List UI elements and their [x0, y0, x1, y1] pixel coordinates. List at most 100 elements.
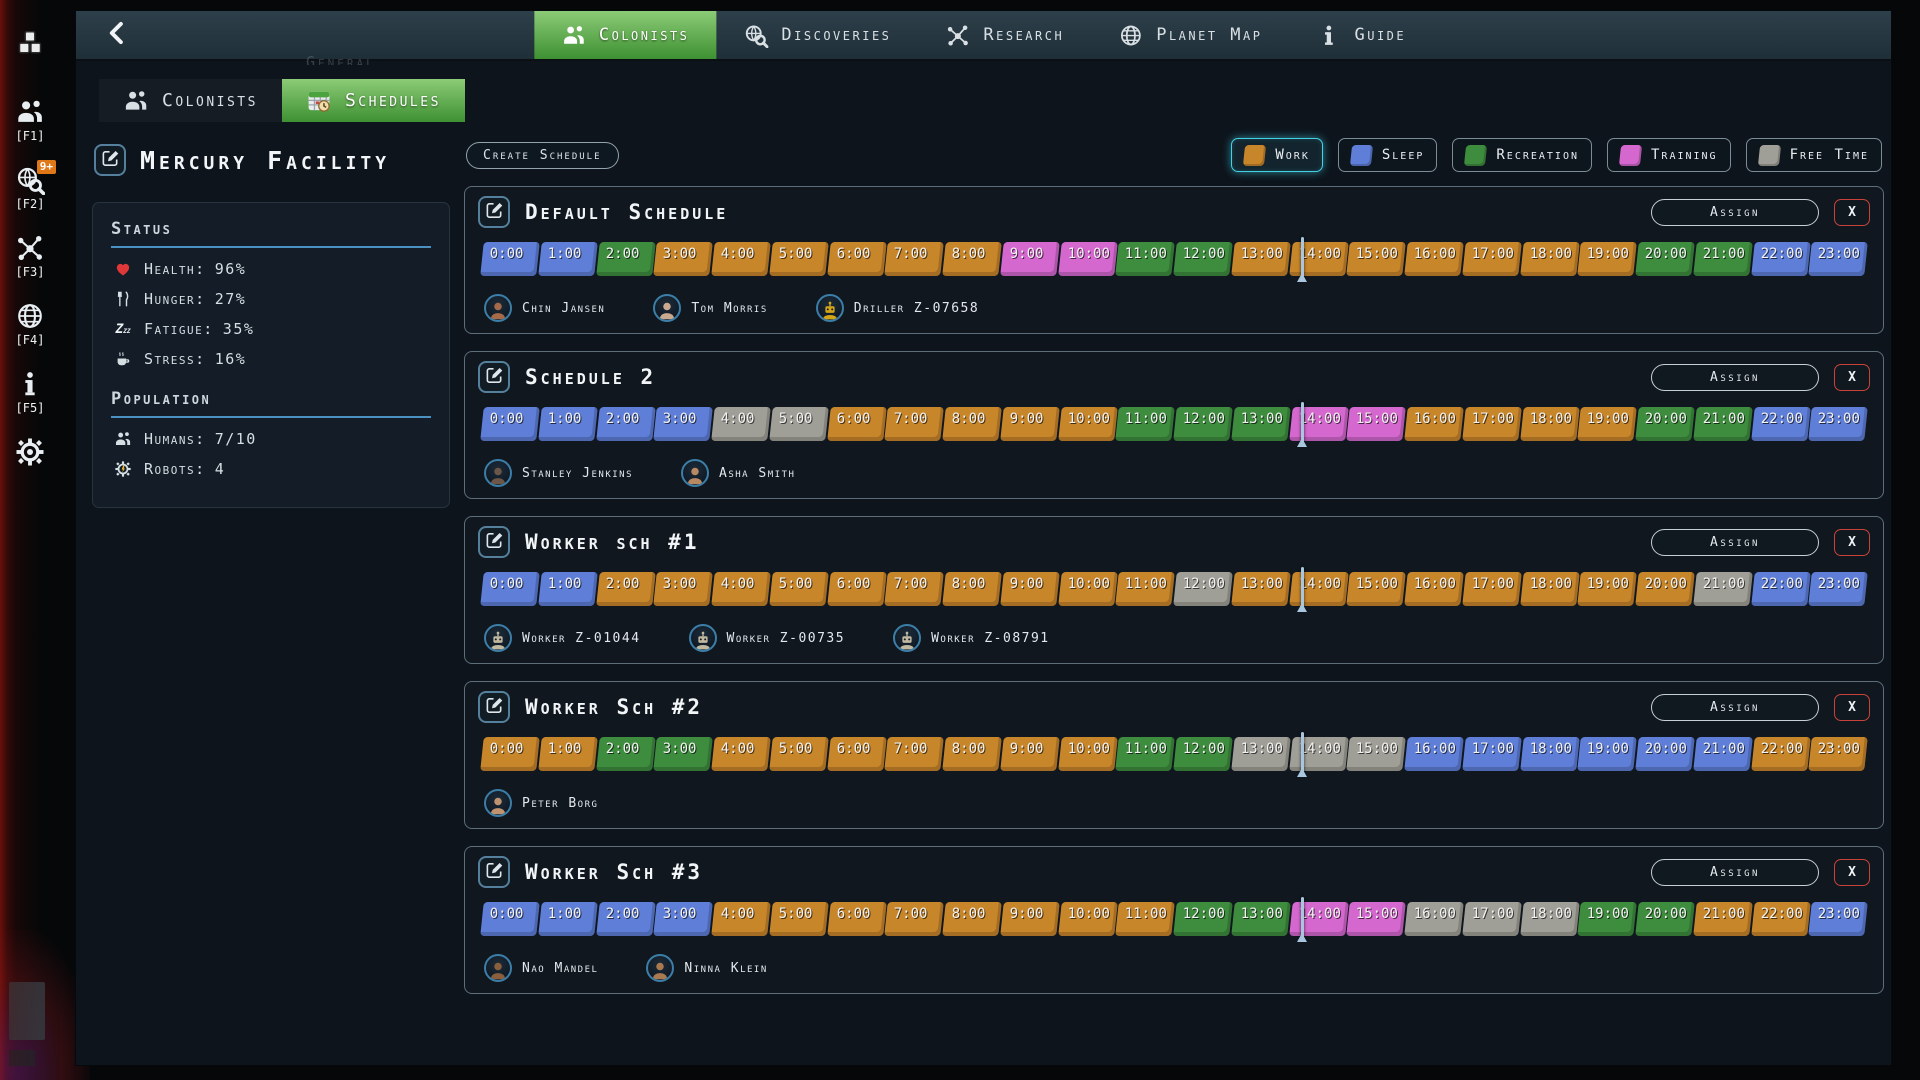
hour-cell-18:00[interactable]: 18:00	[1519, 242, 1580, 276]
delete-schedule-button[interactable]: X	[1834, 858, 1870, 886]
hour-cell-18:00[interactable]: 18:00	[1519, 902, 1580, 936]
hour-cell-15:00[interactable]: 15:00	[1346, 572, 1406, 606]
assign-button[interactable]: Assign	[1651, 693, 1819, 721]
hour-cell-6:00[interactable]: 6:00	[826, 902, 887, 936]
legend-filter-sleep[interactable]: Sleep	[1337, 138, 1438, 172]
hour-cell-20:00[interactable]: 20:00	[1635, 737, 1695, 771]
hour-cell-19:00[interactable]: 19:00	[1577, 737, 1637, 771]
hour-cell-23:00[interactable]: 23:00	[1808, 737, 1868, 771]
hour-cell-4:00[interactable]: 4:00	[711, 572, 771, 606]
hour-cell-4:00[interactable]: 4:00	[711, 242, 771, 276]
hour-cell-9:00[interactable]: 9:00	[999, 737, 1060, 771]
hour-cell-6:00[interactable]: 6:00	[826, 242, 887, 276]
hour-cell-17:00[interactable]: 17:00	[1461, 572, 1522, 606]
colonist-chip[interactable]: Chin Jansen	[484, 294, 605, 322]
hour-cell-1:00[interactable]: 1:00	[537, 902, 598, 936]
hour-cell-6:00[interactable]: 6:00	[826, 737, 887, 771]
hour-cell-3:00[interactable]: 3:00	[653, 407, 713, 441]
top-nav-tab-colonists[interactable]: Colonists	[533, 11, 717, 59]
edit-schedule-button[interactable]	[478, 196, 510, 228]
hour-cell-15:00[interactable]: 15:00	[1346, 737, 1406, 771]
hour-cell-19:00[interactable]: 19:00	[1577, 902, 1637, 936]
toolbar-item[interactable]: [F1]	[14, 96, 46, 143]
hour-cell-2:00[interactable]: 2:00	[595, 572, 656, 606]
hour-cell-0:00[interactable]: 0:00	[480, 242, 540, 276]
colonist-chip[interactable]: Worker Z-08791	[893, 624, 1050, 652]
hour-cell-18:00[interactable]: 18:00	[1519, 407, 1580, 441]
hour-cell-3:00[interactable]: 3:00	[653, 737, 713, 771]
hour-cell-7:00[interactable]: 7:00	[884, 242, 944, 276]
toolbar-item[interactable]	[14, 436, 46, 482]
hour-cell-13:00[interactable]: 13:00	[1230, 902, 1291, 936]
hour-cell-17:00[interactable]: 17:00	[1461, 902, 1522, 936]
toolbar-item[interactable]: [F3]	[14, 232, 46, 279]
hour-cell-23:00[interactable]: 23:00	[1808, 902, 1868, 936]
top-nav-tab-discoveries[interactable]: Discoveries	[716, 11, 918, 59]
hour-cell-9:00[interactable]: 9:00	[999, 407, 1060, 441]
hour-cell-7:00[interactable]: 7:00	[884, 572, 944, 606]
hour-cell-17:00[interactable]: 17:00	[1461, 737, 1522, 771]
hour-cell-7:00[interactable]: 7:00	[884, 902, 944, 936]
hour-cell-16:00[interactable]: 16:00	[1404, 572, 1464, 606]
hour-cell-15:00[interactable]: 15:00	[1346, 242, 1406, 276]
hour-cell-23:00[interactable]: 23:00	[1808, 242, 1868, 276]
hour-cell-13:00[interactable]: 13:00	[1230, 737, 1291, 771]
hour-cell-5:00[interactable]: 5:00	[768, 737, 829, 771]
assign-button[interactable]: Assign	[1651, 858, 1819, 886]
legend-filter-work[interactable]: Work	[1231, 138, 1323, 172]
hour-cell-12:00[interactable]: 12:00	[1173, 407, 1233, 441]
top-nav-tab-research[interactable]: Research	[918, 11, 1091, 59]
hour-cell-2:00[interactable]: 2:00	[595, 737, 656, 771]
delete-schedule-button[interactable]: X	[1834, 693, 1870, 721]
hour-cell-8:00[interactable]: 8:00	[942, 572, 1002, 606]
hour-cell-7:00[interactable]: 7:00	[884, 407, 944, 441]
hour-cell-9:00[interactable]: 9:00	[999, 242, 1060, 276]
hour-cell-22:00[interactable]: 22:00	[1750, 737, 1811, 771]
hour-cell-15:00[interactable]: 15:00	[1346, 407, 1406, 441]
top-nav-tab-guide[interactable]: Guide	[1289, 11, 1433, 59]
assign-button[interactable]: Assign	[1651, 198, 1819, 226]
delete-schedule-button[interactable]: X	[1834, 198, 1870, 226]
sub-tab-colonists[interactable]: Colonists	[99, 79, 282, 122]
hour-cell-2:00[interactable]: 2:00	[595, 242, 656, 276]
hour-cell-20:00[interactable]: 20:00	[1635, 407, 1695, 441]
hour-cell-12:00[interactable]: 12:00	[1173, 902, 1233, 936]
hour-cell-19:00[interactable]: 19:00	[1577, 242, 1637, 276]
toolbar-item[interactable]	[14, 28, 46, 74]
edit-schedule-button[interactable]	[478, 691, 510, 723]
hour-cell-21:00[interactable]: 21:00	[1692, 242, 1753, 276]
top-nav-tab-planet-map[interactable]: Planet Map	[1091, 11, 1289, 59]
hour-cell-1:00[interactable]: 1:00	[537, 242, 598, 276]
hour-cell-17:00[interactable]: 17:00	[1461, 242, 1522, 276]
hour-cell-20:00[interactable]: 20:00	[1635, 572, 1695, 606]
edit-facility-name-button[interactable]	[94, 144, 126, 176]
delete-schedule-button[interactable]: X	[1834, 528, 1870, 556]
hour-cell-4:00[interactable]: 4:00	[711, 737, 771, 771]
hour-cell-18:00[interactable]: 18:00	[1519, 572, 1580, 606]
hour-cell-21:00[interactable]: 21:00	[1692, 902, 1753, 936]
legend-filter-recreation[interactable]: Recreation	[1452, 138, 1592, 172]
legend-filter-free[interactable]: Free Time	[1745, 138, 1882, 172]
colonist-chip[interactable]: Stanley Jenkins	[484, 459, 633, 487]
toolbar-item[interactable]: [F5]	[14, 368, 46, 415]
hour-cell-18:00[interactable]: 18:00	[1519, 737, 1580, 771]
hour-cell-5:00[interactable]: 5:00	[768, 572, 829, 606]
toolbar-item[interactable]: [F2] 9+	[14, 160, 56, 211]
hour-cell-11:00[interactable]: 11:00	[1115, 737, 1175, 771]
hour-cell-1:00[interactable]: 1:00	[537, 737, 598, 771]
hour-cell-11:00[interactable]: 11:00	[1115, 407, 1175, 441]
hour-cell-0:00[interactable]: 0:00	[480, 902, 540, 936]
hour-cell-22:00[interactable]: 22:00	[1750, 242, 1811, 276]
hour-cell-0:00[interactable]: 0:00	[480, 737, 540, 771]
colonist-chip[interactable]: Worker Z-00735	[688, 624, 846, 652]
assign-button[interactable]: Assign	[1651, 363, 1819, 391]
hour-cell-16:00[interactable]: 16:00	[1404, 902, 1464, 936]
hour-cell-23:00[interactable]: 23:00	[1808, 572, 1868, 606]
colonist-chip[interactable]: Nao Mandel	[484, 954, 598, 982]
colonist-chip[interactable]: Asha Smith	[681, 459, 795, 487]
toolbar-item[interactable]: [F4]	[14, 300, 46, 347]
hour-cell-5:00[interactable]: 5:00	[768, 902, 829, 936]
hour-cell-9:00[interactable]: 9:00	[999, 572, 1060, 606]
delete-schedule-button[interactable]: X	[1834, 363, 1870, 391]
hour-cell-21:00[interactable]: 21:00	[1692, 407, 1753, 441]
